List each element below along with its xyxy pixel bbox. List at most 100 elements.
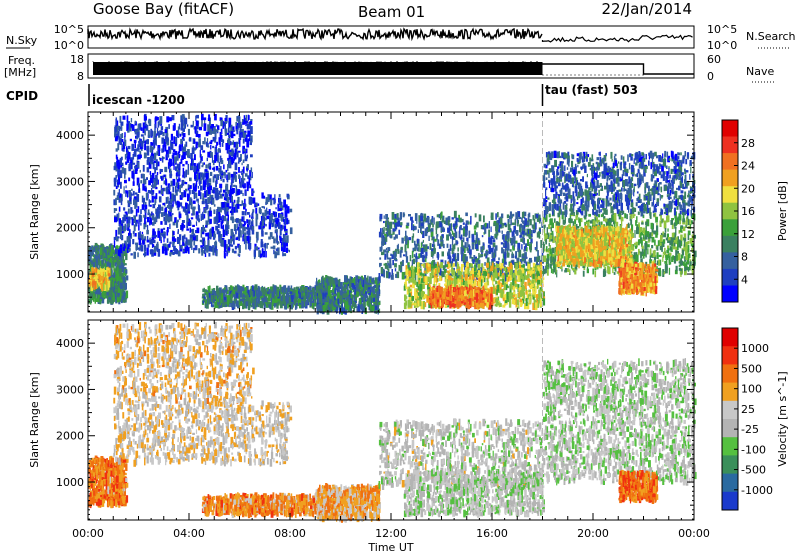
range-cell: [122, 168, 125, 173]
range-cell: [140, 223, 141, 226]
range-cell: [238, 253, 241, 256]
range-cell: [127, 115, 129, 123]
range-cell: [164, 180, 166, 184]
range-cell: [206, 190, 207, 197]
range-cell: [410, 255, 412, 261]
range-cell: [192, 190, 195, 194]
range-cell: [119, 207, 121, 212]
range-cell: [381, 246, 383, 250]
range-cell: [193, 249, 194, 253]
range-cell: [205, 169, 208, 172]
range-cell: [132, 239, 134, 244]
range-cell: [286, 297, 288, 303]
range-cell: [115, 166, 117, 168]
range-cell: [129, 191, 130, 194]
range-cell: [148, 244, 150, 247]
range-cell: [151, 192, 154, 196]
nsky-tick-bottom: 10^0: [54, 39, 84, 52]
range-cell: [156, 193, 158, 199]
range-cell: [411, 223, 413, 230]
range-cell: [130, 139, 132, 141]
range-cell: [159, 198, 161, 202]
range-cell: [162, 235, 165, 238]
range-cell: [212, 290, 215, 294]
range-cell: [178, 251, 181, 256]
range-cell: [124, 180, 127, 184]
range-cell: [286, 210, 288, 214]
range-cell: [275, 226, 277, 229]
range-cell: [283, 242, 285, 250]
range-cell: [190, 220, 192, 225]
range-cell: [364, 281, 367, 284]
range-cell: [191, 202, 193, 209]
range-cell: [157, 231, 160, 238]
range-cell: [238, 167, 240, 173]
range-cell: [123, 292, 126, 295]
range-cell: [356, 292, 358, 297]
range-cell: [266, 197, 269, 204]
range-cell: [185, 118, 187, 125]
range-cell: [188, 129, 190, 135]
range-cell: [373, 291, 376, 294]
range-cell: [198, 203, 199, 209]
range-cell: [251, 221, 253, 225]
range-cell: [183, 236, 185, 239]
range-cell: [171, 143, 173, 150]
range-cell: [508, 224, 511, 230]
range-cell: [112, 297, 115, 300]
range-cell: [230, 195, 232, 202]
range-cell: [224, 302, 226, 305]
range-cell: [457, 247, 459, 251]
range-cell: [287, 194, 290, 198]
range-cell: [155, 116, 158, 121]
range-cell: [454, 211, 457, 219]
range-cell: [242, 163, 243, 166]
range-cell: [171, 134, 173, 141]
range-cell: [336, 301, 337, 306]
range-cell: [222, 143, 224, 147]
range-cell: [244, 178, 246, 180]
range-cell: [115, 134, 118, 136]
range-cell: [203, 225, 205, 231]
range-cell: [117, 293, 120, 296]
range-cell: [177, 169, 179, 171]
range-cell: [110, 258, 112, 263]
range-cell: [126, 190, 128, 193]
range-cell: [285, 231, 288, 233]
range-cell: [160, 221, 162, 225]
range-cell: [219, 162, 220, 167]
range-cell: [231, 174, 234, 178]
range-cell: [287, 304, 289, 309]
range-cell: [384, 215, 385, 218]
range-cell: [252, 285, 254, 291]
range-cell: [224, 123, 226, 130]
range-cell: [193, 139, 195, 144]
range-cell: [168, 124, 170, 129]
range-cell: [178, 126, 179, 133]
range-cell: [114, 272, 115, 278]
range-cell: [228, 239, 230, 244]
range-cell: [279, 208, 282, 211]
range-cell: [181, 223, 183, 230]
range-cell: [261, 239, 263, 242]
range-cell: [328, 291, 331, 296]
range-cell: [347, 295, 348, 297]
range-cell: [165, 247, 166, 251]
range-cell: [125, 154, 127, 158]
range-cell: [473, 255, 475, 260]
range-cell: [463, 222, 465, 225]
range-cell: [236, 189, 237, 196]
range-cell: [207, 146, 209, 148]
range-cell: [220, 171, 222, 175]
range-cell: [236, 293, 239, 298]
range-cell: [93, 262, 95, 267]
range-cell: [155, 216, 157, 221]
range-cell: [273, 198, 275, 204]
range-cell: [105, 295, 107, 299]
range-cell: [245, 120, 246, 126]
range-cell: [246, 168, 248, 171]
range-cell: [134, 149, 137, 157]
range-cell: [280, 292, 282, 294]
range-cell: [294, 287, 296, 293]
range-cell: [119, 189, 120, 195]
